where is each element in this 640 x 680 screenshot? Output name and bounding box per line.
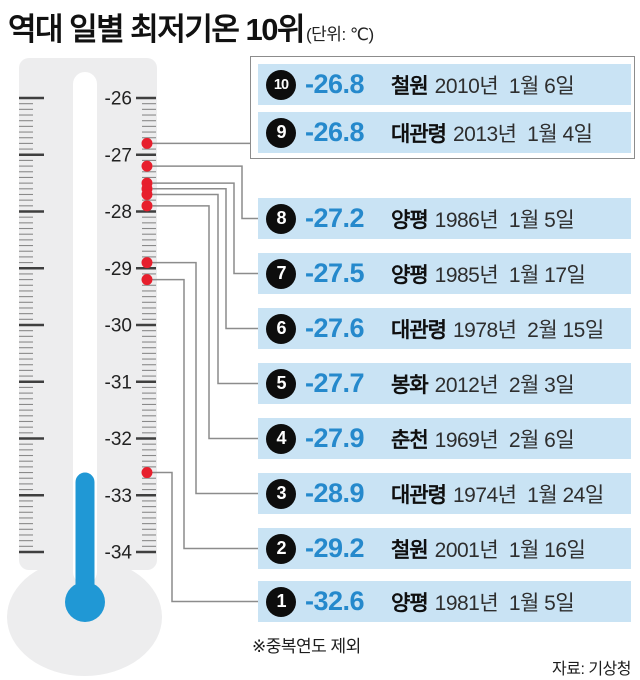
- rank-row: 1 -32.6 양평 1981년 1월 5일: [258, 581, 631, 622]
- temp-value: -27.7: [305, 368, 365, 398]
- location-label: 대관령: [391, 483, 447, 507]
- axis-label: -28: [105, 202, 132, 223]
- rank-badge: 9: [266, 117, 296, 148]
- axis-label: -26: [105, 89, 132, 110]
- rank-row: 9 -26.8 대관령 2013년 1월 4일: [258, 112, 631, 153]
- unit-label: (단위: ℃): [306, 25, 374, 44]
- rank-badge: 10: [266, 69, 296, 100]
- temperature-dot: [141, 188, 153, 200]
- date-label: 2001년 1월 16일: [434, 538, 586, 562]
- temp-value: -26.8: [305, 69, 365, 99]
- date-label: 1974년 1월 24일: [452, 483, 604, 507]
- axis-label: -29: [105, 259, 132, 280]
- header: 역대 일별 최저기온 10위 (단위: ℃): [8, 4, 374, 49]
- location-label: 대관령: [391, 122, 447, 146]
- location-label: 대관령: [391, 318, 447, 342]
- location-label: 양평: [391, 263, 429, 287]
- connector-line: [153, 278, 258, 550]
- location-label: 철원: [391, 74, 429, 98]
- temperature-dot: [141, 160, 153, 172]
- location-label: 양평: [391, 208, 429, 232]
- date-label: 2013년 1월 4일: [452, 122, 593, 146]
- rank-badge: 6: [266, 313, 296, 344]
- rank-row: 3 -28.9 대관령 1974년 1월 24일: [258, 473, 631, 514]
- axis-label: -33: [105, 486, 132, 507]
- rank-badge: 4: [266, 423, 296, 454]
- thermometer-bulb: [65, 582, 105, 622]
- source-label: 자료: 기상청: [552, 661, 632, 678]
- date-label: 2010년 1월 6일: [434, 74, 575, 98]
- thermometer-liquid: [75, 472, 95, 612]
- connector-line: [153, 471, 258, 603]
- rank-badge: 1: [266, 586, 296, 617]
- rank-row: 8 -27.2 양평 1986년 1월 5일: [258, 198, 631, 239]
- temp-value: -32.6: [305, 586, 365, 616]
- date-label: 1985년 1월 17일: [434, 263, 586, 287]
- axis-label: -27: [105, 145, 132, 166]
- location-label: 봉화: [391, 373, 429, 397]
- temp-value: -27.9: [305, 423, 365, 453]
- rank-row: 2 -29.2 철원 2001년 1월 16일: [258, 528, 631, 569]
- connector-line: [153, 182, 258, 275]
- temp-value: -26.8: [305, 117, 365, 147]
- date-label: 1978년 2월 15일: [452, 318, 604, 342]
- rank-row: 7 -27.5 양평 1985년 1월 17일: [258, 253, 631, 294]
- thermometer-tube: [73, 72, 97, 584]
- connector-line: [153, 261, 258, 495]
- rank-badge: 3: [266, 478, 296, 509]
- footnote: ※중복연도 제외: [252, 637, 361, 656]
- tied-rank-bracket: [250, 56, 635, 159]
- location-label: 철원: [391, 538, 429, 562]
- rank-badge: 7: [266, 258, 296, 289]
- date-label: 1969년 2월 6일: [434, 428, 575, 452]
- date-label: 1986년 1월 5일: [434, 208, 575, 232]
- temperature-dot: [141, 257, 153, 269]
- connector-line: [153, 188, 258, 330]
- connector-line: [153, 205, 258, 440]
- rank-badge: 8: [266, 203, 296, 234]
- axis-label: -32: [105, 429, 132, 450]
- rank-badge: 5: [266, 368, 296, 399]
- date-label: 2012년 2월 3일: [434, 373, 575, 397]
- rank-badge: 2: [266, 533, 296, 564]
- location-label: 춘천: [391, 428, 429, 452]
- temp-value: -29.2: [305, 533, 365, 563]
- axis-label: -30: [105, 316, 132, 337]
- location-label: 양평: [391, 591, 429, 615]
- temp-value: -27.5: [305, 258, 365, 288]
- axis-label: -31: [105, 372, 132, 393]
- rank-row: 10 -26.8 철원 2010년 1월 6일: [258, 64, 631, 105]
- temperature-dot: [141, 274, 153, 286]
- temp-value: -27.6: [305, 313, 365, 343]
- temperature-dot: [141, 200, 153, 212]
- date-label: 1981년 1월 5일: [434, 591, 575, 615]
- axis-label: -34: [105, 543, 133, 564]
- temperature-dot: [141, 137, 153, 149]
- connector-line: [153, 193, 258, 385]
- page-title: 역대 일별 최저기온 10위: [8, 12, 306, 47]
- rank-row: 6 -27.6 대관령 1978년 2월 15일: [258, 308, 631, 349]
- rank-row: 4 -27.9 춘천 1969년 2월 6일: [258, 418, 631, 459]
- rank-row: 5 -27.7 봉화 2012년 2월 3일: [258, 363, 631, 404]
- connector-line: [153, 165, 258, 220]
- temp-value: -28.9: [305, 478, 365, 508]
- temp-value: -27.2: [305, 203, 365, 233]
- temperature-dot: [141, 467, 153, 479]
